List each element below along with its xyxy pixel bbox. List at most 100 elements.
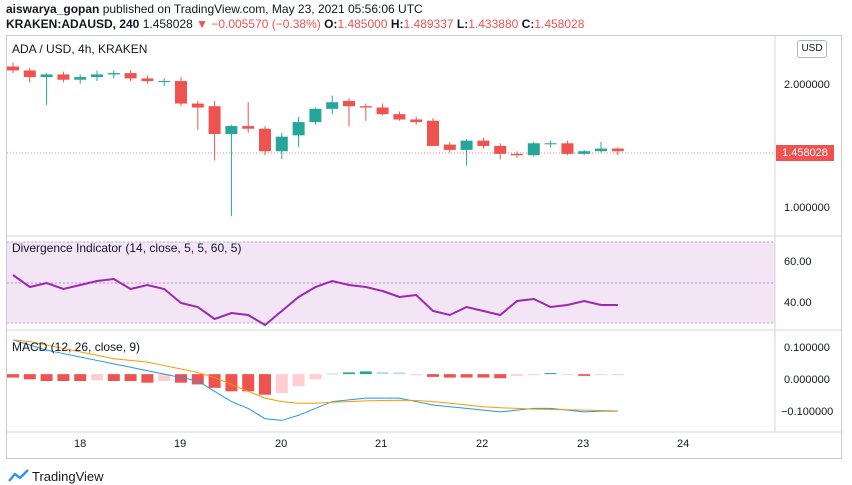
div-axis-label-40: 40.00: [784, 297, 812, 309]
macd-histogram-bar: [7, 374, 19, 378]
macd-histogram-bar: [292, 374, 305, 387]
candle-body: [393, 114, 406, 120]
currency-button[interactable]: USD: [797, 40, 827, 58]
macd-histogram-bar: [326, 373, 339, 375]
candle-body: [343, 100, 355, 107]
tradingview-brand[interactable]: TradingView: [32, 469, 104, 484]
macd-histogram-bar: [191, 374, 204, 385]
candle-body: [141, 78, 154, 82]
price-axis-label-2: 2.000000: [784, 79, 830, 91]
macd-histogram-bar: [578, 374, 591, 376]
candle-body: [595, 148, 607, 152]
macd-histogram-bar: [595, 374, 607, 376]
candle-body: [611, 148, 624, 152]
candle-body: [191, 103, 204, 108]
ohlc-bar: KRAKEN:ADAUSD, 240 1.458028 ▼ −0.005570 …: [6, 17, 584, 31]
macd-histogram-bar: [242, 374, 255, 392]
candle-body: [326, 102, 339, 109]
time-label-21: 21: [375, 438, 388, 450]
candle-body: [309, 108, 322, 123]
macd-histogram-bar: [477, 374, 490, 378]
low-value: 1.433880: [468, 17, 519, 31]
candle-body: [23, 70, 36, 78]
time-label-18: 18: [74, 438, 87, 450]
candle-body: [242, 126, 255, 129]
macd-axis-label-neg: −0.100000: [781, 406, 834, 418]
candle-body: [292, 122, 305, 136]
macd-histogram-bar: [561, 374, 574, 376]
candle-body: [359, 106, 372, 108]
high-value: 1.489337: [403, 17, 454, 31]
macd-histogram-bar: [175, 374, 187, 383]
macd-histogram-bar: [309, 374, 322, 380]
candle-body: [427, 120, 439, 146]
published-text: published on TradingView.com, May 23, 20…: [99, 2, 423, 16]
candle-body: [376, 107, 389, 115]
time-label-19: 19: [174, 438, 187, 450]
low-label: L:: [456, 17, 469, 31]
signal-line: [12, 339, 618, 412]
last-price-tag: 1.458028: [776, 145, 834, 161]
macd-histogram-bar: [393, 372, 406, 375]
macd-histogram-bar: [460, 374, 473, 378]
candle-body: [494, 145, 507, 154]
candle-body: [74, 77, 87, 80]
candle-body: [477, 140, 490, 146]
last-price: 1.458028: [142, 17, 193, 31]
macd-histogram-bar: [91, 374, 103, 381]
macd-histogram: [7, 371, 624, 395]
macd-histogram-bar: [376, 372, 389, 375]
candle-body: [158, 81, 171, 83]
macd-histogram-bar: [107, 374, 120, 381]
time-label-24: 24: [677, 438, 690, 450]
macd-histogram-bar: [494, 374, 507, 379]
macd-histogram-bar: [427, 374, 439, 377]
time-label-22: 22: [476, 438, 489, 450]
tradingview-logo-icon: [8, 469, 29, 482]
macd-histogram-bar: [208, 374, 221, 388]
candle-body: [57, 74, 70, 80]
macd-axis-label-zero: 0.000000: [784, 374, 830, 386]
price-axis-label-1: 1.000000: [784, 202, 830, 214]
candle-body: [410, 119, 423, 123]
macd-histogram-bar: [343, 372, 355, 375]
candle-body: [124, 73, 137, 79]
candle-body: [7, 66, 19, 71]
candle-body: [259, 128, 271, 152]
candle-body: [561, 143, 574, 154]
macd-histogram-bar: [544, 373, 557, 375]
macd-axis-label-pos: 0.100000: [784, 342, 830, 354]
macd-histogram-bar: [40, 374, 53, 381]
macd-histogram-bar: [511, 374, 523, 376]
macd-line: [12, 339, 618, 421]
candle-body: [460, 140, 473, 150]
time-label-23: 23: [577, 438, 590, 450]
candle-body: [527, 143, 540, 156]
macd-histogram-bar: [74, 374, 87, 381]
author-name[interactable]: aiswarya_gopan: [6, 2, 100, 16]
candle-body: [40, 74, 53, 78]
time-label-20: 20: [275, 438, 288, 450]
candle-body: [91, 74, 103, 78]
symbol-label: KRAKEN:ADAUSD, 240: [6, 17, 140, 31]
candle-series: [7, 62, 624, 217]
divergence-line: [12, 274, 618, 327]
macd-histogram-bar: [275, 374, 288, 393]
macd-histogram-bar: [141, 374, 154, 383]
open-value: 1.485000: [337, 17, 388, 31]
main-pane-title: ADA / USD, 4h, KRAKEN: [12, 42, 148, 56]
macd-histogram-bar: [225, 374, 238, 392]
close-value: 1.458028: [534, 17, 585, 31]
open-label: O:: [324, 17, 338, 31]
chart-frame[interactable]: [6, 35, 842, 459]
candle-body: [225, 126, 238, 135]
candle-body: [208, 106, 221, 135]
macd-pane-title: MACD (12, 26, close, 9): [12, 340, 141, 354]
macd-histogram-bar: [443, 374, 456, 378]
close-label: C:: [521, 17, 535, 31]
candle-body: [275, 136, 288, 152]
macd-histogram-bar: [124, 374, 137, 381]
candle-body: [175, 81, 187, 104]
macd-histogram-bar: [527, 374, 540, 376]
